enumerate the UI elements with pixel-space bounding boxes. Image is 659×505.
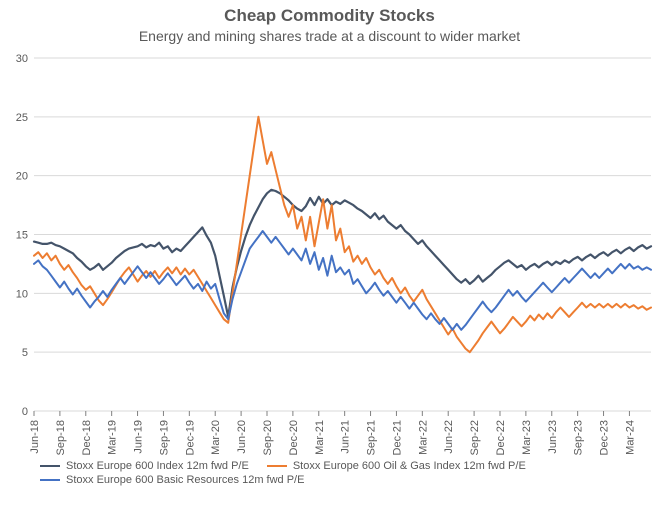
x-tick-label: Jun-23 bbox=[547, 420, 559, 454]
legend: Stoxx Europe 600 Index 12m fwd P/E Stoxx … bbox=[40, 460, 649, 488]
x-tick-label: Sep-20 bbox=[262, 420, 274, 455]
x-tick-label: Mar-21 bbox=[314, 420, 326, 455]
x-tick-label: Mar-24 bbox=[624, 420, 636, 455]
x-tick-label: Dec-19 bbox=[184, 420, 196, 455]
y-tick-label: 25 bbox=[16, 112, 28, 124]
y-tick-label: 10 bbox=[16, 288, 28, 300]
y-tick-label: 30 bbox=[16, 53, 28, 65]
legend-swatch bbox=[40, 479, 60, 481]
x-tick-label: Mar-22 bbox=[417, 420, 429, 455]
x-tick-label: Jun-19 bbox=[133, 420, 145, 454]
x-tick-label: Mar-23 bbox=[521, 420, 533, 455]
legend-label: Stoxx Europe 600 Basic Resources 12m fwd… bbox=[66, 474, 304, 486]
y-tick-label: 20 bbox=[16, 171, 28, 183]
legend-item: Stoxx Europe 600 Oil & Gas Index 12m fwd… bbox=[267, 460, 526, 472]
x-tick-label: Dec-21 bbox=[391, 420, 403, 455]
series-line bbox=[34, 190, 651, 317]
x-tick-label: Dec-18 bbox=[81, 420, 93, 455]
chart-container: Cheap Commodity Stocks Energy and mining… bbox=[0, 0, 659, 505]
legend-label: Stoxx Europe 600 Oil & Gas Index 12m fwd… bbox=[293, 460, 526, 472]
x-tick-label: Jun-20 bbox=[236, 420, 248, 454]
y-tick-label: 0 bbox=[22, 406, 28, 418]
y-tick-label: 15 bbox=[16, 230, 28, 242]
x-tick-label: Sep-23 bbox=[573, 420, 585, 455]
y-tick-label: 5 bbox=[22, 347, 28, 359]
legend-item: Stoxx Europe 600 Index 12m fwd P/E bbox=[40, 460, 249, 472]
x-tick-label: Sep-21 bbox=[366, 420, 378, 455]
x-tick-label: Jun-22 bbox=[443, 420, 455, 454]
legend-label: Stoxx Europe 600 Index 12m fwd P/E bbox=[66, 460, 249, 472]
x-tick-label: Dec-20 bbox=[288, 420, 300, 455]
legend-swatch bbox=[40, 465, 60, 467]
x-tick-label: Jun-18 bbox=[29, 420, 41, 454]
x-tick-label: Mar-20 bbox=[210, 420, 222, 455]
x-tick-label: Mar-19 bbox=[107, 420, 119, 455]
legend-item: Stoxx Europe 600 Basic Resources 12m fwd… bbox=[40, 474, 304, 486]
x-tick-label: Sep-18 bbox=[55, 420, 67, 455]
x-tick-label: Dec-23 bbox=[599, 420, 611, 455]
x-tick-label: Jun-21 bbox=[340, 420, 352, 454]
x-tick-label: Sep-19 bbox=[158, 420, 170, 455]
x-tick-label: Sep-22 bbox=[469, 420, 481, 455]
plot-area: 0 5 10 15 20 25 30 Jun-18 Sep-18 Dec-18 Mar-19 Jun-… bbox=[0, 0, 659, 505]
legend-swatch bbox=[267, 465, 287, 467]
x-tick-label: Dec-22 bbox=[495, 420, 507, 455]
